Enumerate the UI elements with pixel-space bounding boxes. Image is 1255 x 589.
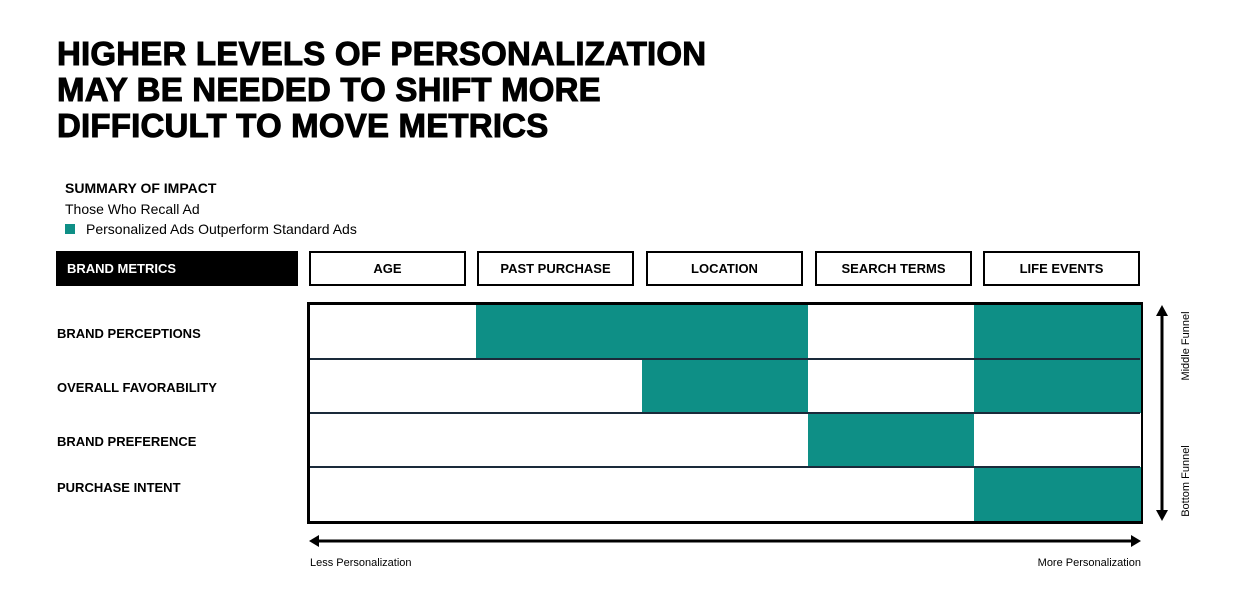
column-header: LIFE EVENTS [983,251,1140,286]
heatmap-grid [307,302,1143,524]
title-line: HIGHER LEVELS OF PERSONALIZATION [56,35,707,72]
column-header: PAST PURCHASE [477,251,634,286]
horizontal-arrow [309,535,1141,547]
row-divider [310,358,1140,360]
column-header: AGE [309,251,466,286]
y-axis-bottom-label: Bottom Funnel [1180,445,1192,517]
column-header: LOCATION [646,251,803,286]
legend-label: Personalized Ads Outperform Standard Ads [86,221,357,237]
heatmap-cell [476,413,643,467]
heatmap-cell [642,305,809,359]
vertical-arrow [1156,305,1168,521]
heatmap-cell [476,359,643,413]
summary-heading: SUMMARY OF IMPACT [65,180,217,196]
row-divider [310,412,1140,414]
heatmap-cell [808,413,975,467]
heatmap-cell [974,359,1141,413]
row-divider [310,466,1140,468]
row-label: PURCHASE INTENT [57,480,181,495]
heatmap-cell [310,305,477,359]
y-axis-top-label: Middle Funnel [1180,311,1192,381]
row-label: BRAND PREFERENCE [57,434,197,449]
row-header: BRAND METRICS [56,251,298,286]
heatmap-cell [808,305,975,359]
column-header: SEARCH TERMS [815,251,972,286]
x-axis-left-label: Less Personalization [310,557,412,569]
page-title: HIGHER LEVELS OF PERSONALIZATION MAY BE … [56,35,707,144]
heatmap-cell [310,413,477,467]
heatmap-cell [808,467,975,521]
legend: Personalized Ads Outperform Standard Ads [65,221,357,237]
heatmap-cell [310,359,477,413]
heatmap-cell [642,467,809,521]
heatmap-cell [642,413,809,467]
x-axis-right-label: More Personalization [1037,557,1141,569]
heatmap-cell [642,359,809,413]
title-line: DIFFICULT TO MOVE METRICS [56,107,549,144]
heatmap-cell [476,305,643,359]
heatmap-cell [974,305,1141,359]
summary-subheading: Those Who Recall Ad [65,201,200,217]
legend-swatch [65,224,75,234]
heatmap-cell [974,467,1141,521]
heatmap-cell [974,413,1141,467]
heatmap-cell [310,467,477,521]
heatmap-cell [476,467,643,521]
heatmap-cell [808,359,975,413]
row-label: OVERALL FAVORABILITY [57,380,217,395]
title-line: MAY BE NEEDED TO SHIFT MORE [56,71,601,108]
row-label: BRAND PERCEPTIONS [57,326,201,341]
